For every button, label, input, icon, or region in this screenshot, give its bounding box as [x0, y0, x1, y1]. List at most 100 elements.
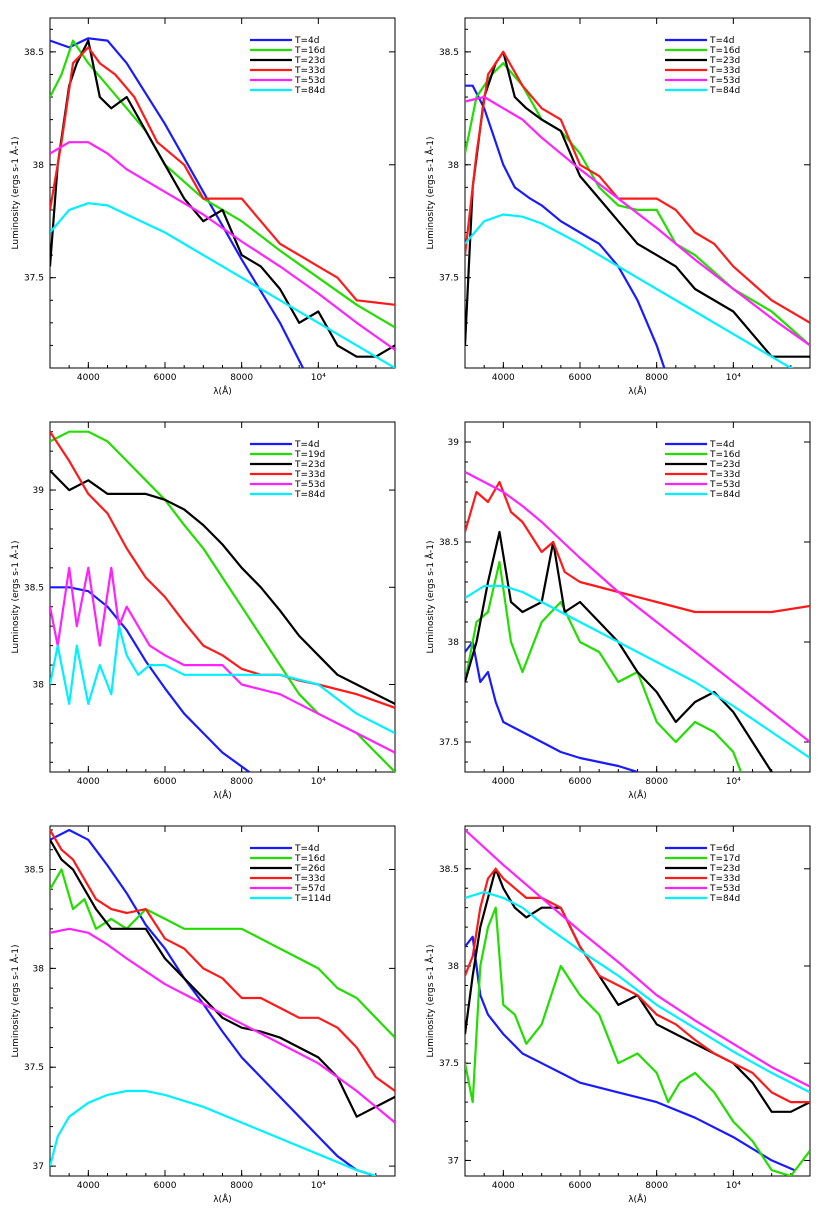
legend-entry: T=19d	[294, 450, 325, 460]
chart-panel-2: 4000 6000 8000 10⁴ 37.5 38 38.5 λ(Å) Luminosity …	[424, 17, 811, 397]
series-line-T-53d	[50, 141, 395, 351]
x-tick-label: 8000	[230, 373, 253, 383]
series-line-T-33d	[465, 480, 810, 614]
y-axis-label: Luminosity (ergs s-1 Å-1)	[424, 945, 436, 1058]
series-line-T-53d	[465, 829, 810, 1088]
x-tick-label: 4000	[77, 373, 100, 383]
series-line-T-23d	[50, 469, 395, 705]
x-tick-label: 4000	[77, 1181, 100, 1191]
series-line-T-114d	[50, 1089, 377, 1176]
legend-entry: T=26d	[294, 864, 325, 874]
plot-frame	[464, 17, 811, 369]
y-tick-label: 37.5	[24, 1063, 44, 1073]
legend-entry: T=33d	[709, 874, 740, 884]
x-tick-label: 6000	[154, 373, 177, 383]
series-line-T-4d	[50, 586, 250, 772]
series-line-T-33d	[50, 46, 395, 306]
series-line-T-84d	[465, 584, 810, 759]
y-tick-label: 37	[33, 1162, 44, 1172]
y-tick-label: 38	[448, 962, 460, 972]
legend-entry: T=6d	[709, 844, 734, 854]
x-tick-label: 10⁴	[311, 373, 326, 383]
x-tick-label: 10⁴	[726, 373, 741, 383]
series-line-T-33d	[465, 50, 810, 324]
legend-entry: T=84d	[294, 490, 325, 500]
y-axis-label: Luminosity (ergs s-1 Å-1)	[9, 137, 21, 250]
series-line-T-84d	[465, 213, 794, 368]
series-line-T-26d	[50, 839, 395, 1118]
y-tick-label: 38	[33, 964, 45, 974]
x-tick-label: 8000	[645, 1181, 668, 1191]
legend-entry: T=84d	[709, 86, 740, 96]
series-line-T-57d	[50, 927, 395, 1124]
chart-panel-1: 4000 6000 8000 10⁴ 37.5 38 38.5 λ(Å) Luminosity …	[9, 17, 396, 397]
x-tick-label: 10⁴	[726, 777, 741, 787]
legend-entry: T=16d	[709, 450, 740, 460]
plot-frame	[49, 421, 396, 773]
x-axis-label: λ(Å)	[213, 385, 232, 397]
x-axis-label: λ(Å)	[628, 789, 647, 801]
chart-panel-5: 4000 6000 8000 10⁴ 37 37.5 38 38.5 λ(Å) Luminosit…	[9, 825, 396, 1205]
y-axis-label: Luminosity (ergs s-1 Å-1)	[424, 137, 436, 250]
legend-entry: T=114d	[294, 894, 331, 904]
legend-entry: T=33d	[709, 470, 740, 480]
legend-entry: T=33d	[294, 874, 325, 884]
plot-frame	[464, 825, 811, 1177]
y-tick-label: 38.5	[24, 866, 44, 876]
series-line-T-4d	[465, 84, 666, 368]
legend-entry: T=53d	[294, 480, 325, 490]
series-line-T-4d	[50, 37, 304, 368]
y-axis-label: Luminosity (ergs s-1 Å-1)	[424, 541, 436, 654]
legend-entry: T=4d	[709, 36, 734, 46]
legend-entry: T=23d	[709, 864, 740, 874]
legend-entry: T=53d	[709, 76, 740, 86]
y-tick-label: 39	[33, 486, 45, 496]
x-tick-label: 6000	[569, 777, 592, 787]
y-tick-label: 38	[33, 161, 45, 171]
x-tick-label: 4000	[492, 373, 515, 383]
y-tick-label: 38.5	[439, 48, 459, 58]
x-tick-label: 10⁴	[311, 1181, 326, 1191]
x-axis-label: λ(Å)	[628, 1193, 647, 1205]
x-tick-label: 8000	[645, 373, 668, 383]
legend-entry: T=16d	[294, 854, 325, 864]
legend-entry: T=23d	[709, 460, 740, 470]
legend-entry: T=53d	[709, 884, 740, 894]
y-tick-label: 39	[448, 438, 460, 448]
y-tick-label: 38	[448, 638, 460, 648]
y-tick-label: 37.5	[24, 274, 44, 284]
x-tick-label: 8000	[230, 1181, 253, 1191]
x-tick-label: 8000	[645, 777, 668, 787]
legend-entry: T=33d	[294, 470, 325, 480]
y-tick-label: 38.5	[439, 865, 459, 875]
y-tick-label: 38.5	[439, 538, 459, 548]
legend-entry: T=53d	[709, 480, 740, 490]
series-line-T-33d	[50, 829, 395, 1092]
x-tick-label: 4000	[77, 777, 100, 787]
series-line-T-33d	[465, 867, 810, 1104]
y-tick-label: 38.5	[24, 583, 44, 593]
legend-entry: T=17d	[709, 854, 740, 864]
series-line-T-16d	[465, 62, 810, 347]
legend-entry: T=53d	[294, 76, 325, 86]
x-tick-label: 4000	[492, 777, 515, 787]
x-tick-label: 10⁴	[726, 1181, 741, 1191]
y-tick-label: 37.5	[439, 274, 459, 284]
legend-entry: T=33d	[294, 66, 325, 76]
legend-entry: T=84d	[294, 86, 325, 96]
x-tick-label: 8000	[230, 777, 253, 787]
legend-entry: T=84d	[709, 894, 740, 904]
y-tick-label: 37.5	[439, 738, 459, 748]
x-tick-label: 6000	[154, 777, 177, 787]
legend-entry: T=16d	[709, 46, 740, 56]
series-line-T-84d	[50, 625, 395, 735]
y-tick-label: 37.5	[439, 1059, 459, 1069]
y-tick-label: 38	[448, 161, 460, 171]
series-line-T-16d	[50, 868, 395, 1039]
series-line-T-53d	[465, 471, 810, 743]
legend-entry: T=16d	[294, 46, 325, 56]
series-line-T-6d	[465, 935, 796, 1172]
series-line-T-84d	[50, 202, 395, 368]
chart-panel-6: 4000 6000 8000 10⁴ 37 37.5 38 38.5 λ(Å) Luminosit…	[424, 825, 811, 1205]
legend-entry: T=4d	[709, 440, 734, 450]
